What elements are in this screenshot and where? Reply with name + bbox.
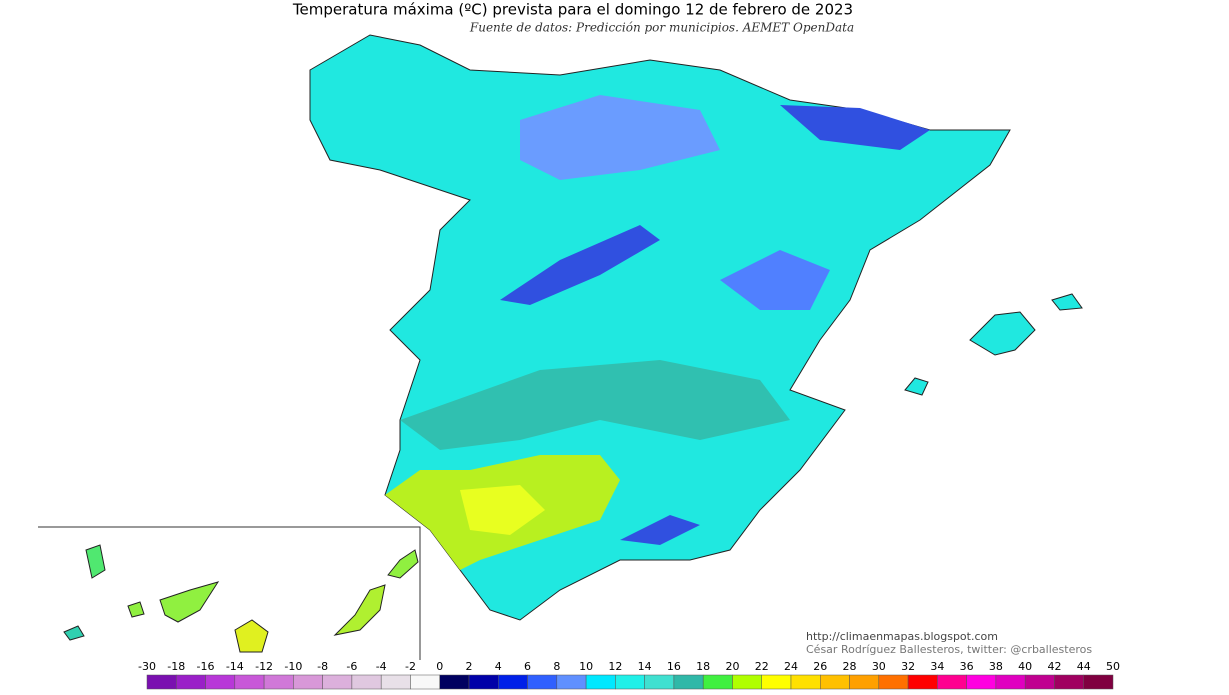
- scale-box: [468, 674, 499, 690]
- scale-label: 4: [495, 660, 502, 673]
- scale-label: 32: [901, 660, 915, 673]
- credit-url: http://climaenmapas.blogspot.com: [806, 630, 998, 643]
- scale-box: [907, 674, 938, 690]
- ibiza: [904, 377, 929, 396]
- canary-inset: [38, 526, 421, 660]
- scale-box: [878, 674, 909, 690]
- inset-frame: [38, 526, 421, 660]
- scale-label: 18: [696, 660, 710, 673]
- scale-box: [351, 674, 382, 690]
- scale-box: [205, 674, 236, 690]
- scale-box: [556, 674, 587, 690]
- scale-box: [761, 674, 792, 690]
- scale-box: [644, 674, 675, 690]
- scale-label: 42: [1047, 660, 1061, 673]
- scale-label: -8: [317, 660, 328, 673]
- scale-box: [498, 674, 528, 690]
- credit-author: César Rodríguez Ballesteros, twitter: @c…: [806, 643, 1092, 656]
- scale-label: 44: [1077, 660, 1091, 673]
- scale-box: [380, 674, 411, 690]
- subtitle: Fuente de datos: Predicción por municipi…: [469, 21, 854, 35]
- menorca: [1051, 293, 1083, 311]
- scale-label: 10: [579, 660, 593, 673]
- scale-box: [1083, 674, 1114, 690]
- scale-label: 28: [843, 660, 857, 673]
- scale-box: [849, 674, 880, 690]
- scale-box: [937, 674, 967, 690]
- scale-box: [615, 674, 645, 690]
- scale-box: [439, 674, 470, 690]
- scale-box: [673, 674, 704, 690]
- sierra-nevada-cold-zone: [620, 515, 700, 545]
- scale-label: -12: [255, 660, 273, 673]
- scale-label: 16: [667, 660, 681, 673]
- scale-label: 26: [813, 660, 827, 673]
- central-system-cold-zone: [500, 225, 660, 305]
- scale-box: [146, 674, 177, 690]
- scale-label: 50: [1106, 660, 1120, 673]
- scale-box: [263, 674, 294, 690]
- scale-label: 38: [989, 660, 1003, 673]
- scale-label: -6: [346, 660, 357, 673]
- mallorca: [969, 311, 1036, 356]
- iberian-system-cold-zone: [720, 250, 830, 310]
- gran-canaria: [234, 619, 269, 653]
- scale-label: -4: [376, 660, 387, 673]
- la-gomera: [127, 601, 145, 618]
- scale-box: [966, 674, 997, 690]
- title: Temperatura máxima (ºC) prevista para el…: [292, 1, 853, 19]
- scale-box: [820, 674, 850, 690]
- lanzarote: [387, 549, 419, 579]
- scale-box: [322, 674, 353, 690]
- scale-box: [702, 674, 733, 690]
- scale-box: [234, 674, 265, 690]
- scale-box: [410, 674, 440, 690]
- color-scale: -30 -18 -16 -14 -12 -10 -8 -6 -4 -2 0 2 4 6 8 10 12 14 16 1…: [138, 660, 1120, 690]
- scale-label: -30: [138, 660, 156, 673]
- scale-label: 2: [466, 660, 473, 673]
- scale-label: 30: [872, 660, 886, 673]
- scale-box: [1024, 674, 1055, 690]
- scale-box: [995, 674, 1026, 690]
- scale-label: 12: [608, 660, 622, 673]
- scale-label: 40: [1018, 660, 1032, 673]
- scale-label: 6: [524, 660, 531, 673]
- tenerife: [159, 581, 220, 623]
- northern-plateau-cold-zone: [520, 95, 720, 180]
- scale-box: [790, 674, 821, 690]
- scale-label: 0: [436, 660, 443, 673]
- scale-label: -16: [197, 660, 215, 673]
- scale-box: [732, 674, 762, 690]
- scale-label: 34: [930, 660, 944, 673]
- scale-label: 20: [725, 660, 739, 673]
- scale-label: -2: [405, 660, 416, 673]
- pyrenees-cold-zone: [780, 105, 930, 150]
- scale-label: 8: [553, 660, 560, 673]
- balearic-islands: [904, 293, 1083, 396]
- el-hierro: [63, 625, 85, 641]
- peninsula: [309, 34, 1011, 621]
- scale-label: -18: [167, 660, 185, 673]
- south-west-zone: [400, 360, 790, 450]
- la-palma: [85, 544, 106, 579]
- scale-label: 14: [638, 660, 652, 673]
- scale-box: [585, 674, 616, 690]
- scale-label: 36: [960, 660, 974, 673]
- scale-box: [1054, 674, 1084, 690]
- scale-label: -14: [226, 660, 244, 673]
- seville-warm-zone: [460, 485, 545, 535]
- scale-box: [293, 674, 323, 690]
- scale-box: [527, 674, 558, 690]
- fuerteventura: [333, 584, 386, 636]
- scale-box: [176, 674, 206, 690]
- scale-label: 24: [784, 660, 798, 673]
- scale-label: 22: [755, 660, 769, 673]
- scale-label: -10: [284, 660, 302, 673]
